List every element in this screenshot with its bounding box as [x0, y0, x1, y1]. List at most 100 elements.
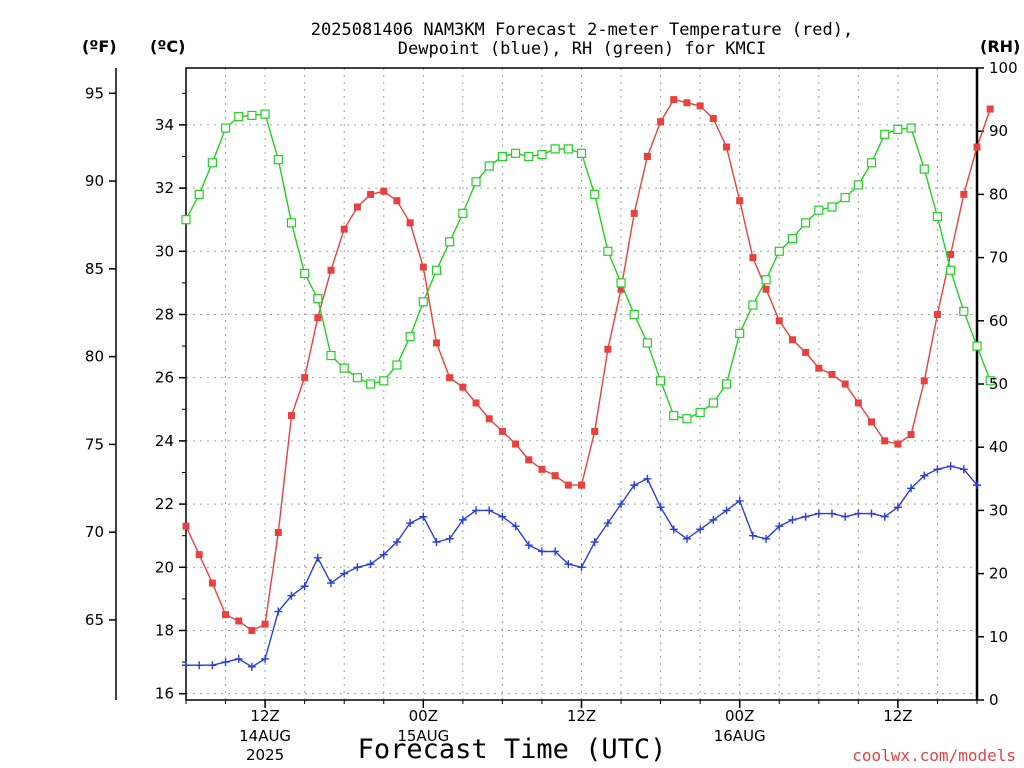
temperature-point — [960, 190, 968, 198]
celsius-tick-label: 28 — [155, 305, 174, 323]
rh-point — [787, 234, 798, 244]
rh-point — [761, 275, 771, 285]
rh-tick-label: 50 — [989, 375, 1008, 393]
rh-tick-label: 60 — [989, 312, 1008, 330]
rh-tick-label: 70 — [989, 249, 1008, 267]
temperature-point — [881, 437, 889, 445]
temperature-point — [973, 143, 981, 151]
fahrenheit-tick-label: 95 — [85, 84, 104, 102]
rh-point — [563, 144, 573, 154]
temperature-point — [578, 481, 585, 489]
rh-point — [642, 338, 653, 348]
dewpoint-point — [801, 512, 810, 521]
dewpoint-point — [920, 471, 929, 480]
temperature-point — [472, 399, 480, 407]
celsius-tick-label: 22 — [155, 495, 174, 513]
dewpoint-point — [419, 512, 428, 521]
temperature-point — [868, 418, 876, 426]
temperature-point — [314, 314, 322, 322]
dewpoint-point — [775, 522, 784, 531]
temperature-point — [604, 345, 612, 353]
rh-point — [748, 300, 758, 310]
rh-point — [207, 158, 217, 168]
rh-point — [695, 407, 705, 418]
celsius-tick-label: 32 — [155, 179, 174, 197]
rh-point — [590, 189, 600, 199]
rh-point — [893, 124, 903, 134]
x-tick-sublabel: 15AUG — [397, 727, 449, 745]
rh-point — [418, 297, 428, 307]
fahrenheit-tick-label: 80 — [85, 348, 104, 366]
dewpoint-point — [735, 496, 744, 505]
dewpoint-point — [340, 569, 349, 578]
rh-point — [194, 189, 204, 199]
temperature-point — [986, 105, 994, 113]
temperature-point — [788, 336, 796, 344]
rh-point — [273, 155, 283, 165]
celsius-tick-label: 24 — [155, 432, 174, 450]
dewpoint-point — [867, 509, 876, 518]
rh-point — [405, 332, 415, 342]
rh-point — [352, 373, 362, 383]
rh-point — [339, 363, 349, 373]
dewpoint-point — [353, 563, 362, 572]
x-tick-sublabel: 16AUG — [714, 727, 766, 745]
dewpoint-point — [814, 509, 823, 518]
dewpoint-point — [432, 538, 441, 546]
temperature-point — [841, 380, 849, 388]
dewpoint-point — [182, 661, 190, 670]
dewpoint-point — [392, 538, 401, 546]
rh-point — [300, 268, 310, 278]
dewpoint-point — [854, 509, 863, 518]
temperature-point — [235, 617, 243, 625]
rh-point — [919, 164, 929, 174]
celsius-tick-label: 30 — [155, 242, 174, 260]
rh-point — [972, 341, 982, 351]
dewpoint-point — [603, 519, 612, 528]
x-tick-label: 12Z — [250, 707, 279, 725]
celsius-tick-label: 16 — [155, 685, 174, 703]
dewpoint-point — [313, 553, 322, 562]
dewpoint-point — [907, 484, 916, 493]
rh-point — [708, 398, 718, 408]
temperature-point — [933, 310, 941, 318]
temperature-point — [393, 197, 401, 205]
rh-point — [220, 123, 231, 133]
rh-point — [379, 376, 389, 386]
rh-point — [365, 379, 376, 389]
temperature-point — [353, 203, 361, 211]
axes — [109, 67, 984, 708]
x-tick-sublabel: 2025 — [246, 746, 284, 764]
celsius-tick-label: 20 — [155, 558, 174, 576]
temperature-point — [564, 481, 572, 489]
temperature-point — [274, 529, 282, 537]
series-line-temperature — [185, 98, 991, 632]
temperature-point — [261, 620, 269, 628]
dewpoint-point — [722, 506, 731, 515]
chart-title-line-2: Dewpoint (blue), RH (green) for KMCI — [398, 39, 766, 59]
dewpoint-point — [933, 465, 942, 474]
temperature-point — [828, 371, 836, 379]
fahrenheit-tick-label: 85 — [85, 260, 104, 278]
temperature-point — [222, 611, 230, 619]
dewpoint-point — [827, 509, 836, 518]
rh-point — [550, 144, 560, 154]
rh-point — [392, 360, 402, 370]
celsius-tick-label: 34 — [155, 116, 174, 134]
dewpoint-point — [261, 654, 270, 663]
rh-point — [682, 414, 692, 424]
rh-unit-label: (RH) — [980, 37, 1020, 56]
dewpoint-point — [247, 662, 256, 671]
temperature-point — [208, 579, 216, 587]
temperature-point — [380, 187, 388, 195]
dewpoint-point — [458, 515, 467, 524]
rh-point — [234, 112, 244, 122]
x-tick-label: 12Z — [883, 707, 912, 725]
temperature-point — [538, 465, 546, 473]
rh-point — [774, 246, 784, 256]
x-tick-label: 00Z — [725, 707, 754, 725]
rh-point — [603, 246, 613, 256]
temperature-point — [248, 626, 256, 634]
data-series — [181, 96, 995, 671]
dewpoint-point — [445, 534, 454, 543]
